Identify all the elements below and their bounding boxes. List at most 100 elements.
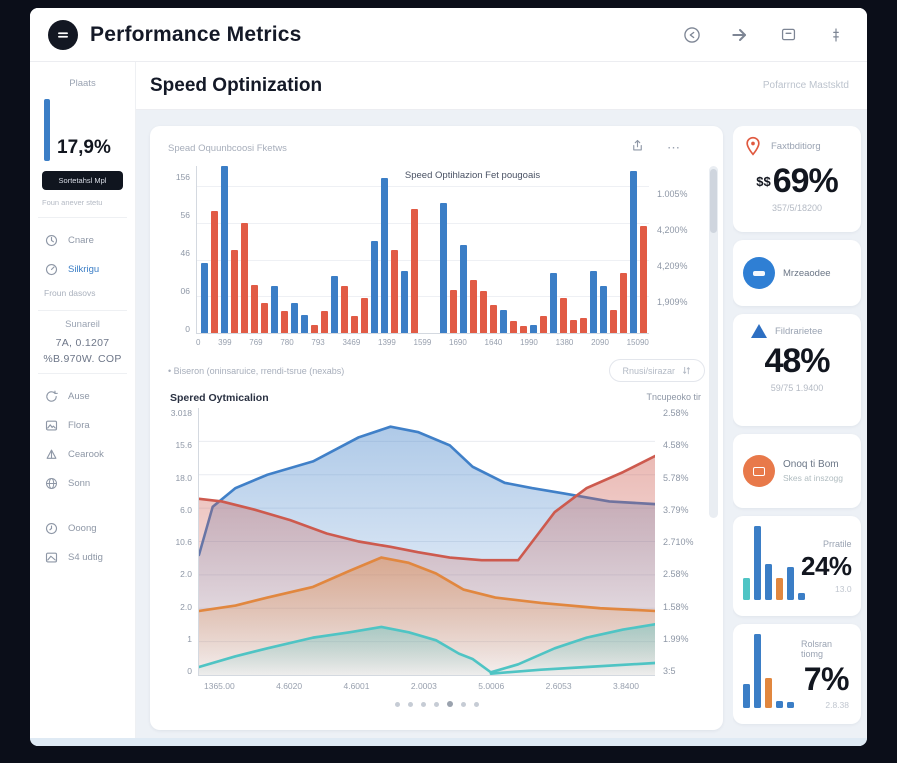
tick-label: 1990 <box>520 338 538 347</box>
bar <box>440 202 447 333</box>
tick-label: 2.0003 <box>410 681 437 691</box>
divider <box>38 217 127 218</box>
clock-icon <box>45 234 58 247</box>
teal-trend-area <box>199 624 655 675</box>
bar <box>510 321 517 333</box>
sidebar-item-s4udtig[interactable]: S4 udtig <box>38 543 127 572</box>
bar <box>331 276 338 333</box>
tick-label: 3.8400 <box>612 681 639 691</box>
divider <box>38 310 127 311</box>
summary-line2: %B.970W. COP <box>43 353 122 365</box>
card-sub: 2.8.38 <box>825 699 849 710</box>
bar <box>590 271 597 333</box>
tick-label: 4.6020 <box>276 681 303 691</box>
bar <box>281 311 288 333</box>
tick-label: 156 <box>175 172 190 182</box>
panel-icon[interactable] <box>777 24 799 46</box>
pin-icon <box>746 136 760 156</box>
tick-label: 1640 <box>484 338 503 347</box>
tick-label: 4.58% <box>663 440 689 451</box>
stat-bar <box>44 99 50 161</box>
tick-label: 15090 <box>626 338 649 347</box>
page-title: Speed Optinization <box>150 74 323 96</box>
bar-chart-bars <box>201 166 647 333</box>
card-label: Fildrarietee <box>775 325 823 337</box>
tick-label: 0 <box>185 324 190 334</box>
app-header: Performance Metrics <box>30 8 867 62</box>
prism-icon <box>46 449 57 459</box>
sidebar-item-ause[interactable]: Ause <box>38 382 127 411</box>
share-icon[interactable] <box>630 138 645 158</box>
pagination-dot[interactable] <box>433 701 439 707</box>
tick-label: 2.710% <box>663 537 694 547</box>
sidebar-item-label: S4 udtig <box>68 552 103 563</box>
app-logo-menu-icon[interactable] <box>48 19 78 50</box>
badge-card-mrzeaodee[interactable]: Mrzeaodee <box>733 240 861 306</box>
scrollbar-thumb[interactable] <box>710 169 717 233</box>
sidebar-item-label: Cearook <box>68 449 104 460</box>
tick-label: 06 <box>180 286 190 296</box>
tick-label: 399 <box>218 338 232 347</box>
bar <box>570 319 577 333</box>
stat-card-fax[interactable]: Faxtbditiorg $$ 69% 357/5/18200 <box>733 126 861 232</box>
sidebar-item-silkrigu[interactable]: Silkrigu <box>38 255 127 284</box>
sidebar-item-cnare[interactable]: Cnare <box>38 226 127 255</box>
bar <box>500 309 507 333</box>
filter-button-label: Rnusi/sirazar <box>622 365 675 376</box>
badge-card-onoq[interactable]: Onoq ti Bom Skes at inszogg <box>733 434 861 508</box>
mini-bar <box>787 702 794 708</box>
more-icon[interactable]: ⋯ <box>667 140 681 155</box>
bar <box>520 326 527 333</box>
tick-label: 4,209% <box>657 261 688 271</box>
tick-label: 2.58% <box>663 408 689 418</box>
mini-bar <box>743 577 750 600</box>
sidebar-item-ooong[interactable]: Ooong <box>38 514 127 543</box>
filter-button[interactable]: Rnusi/sirazar <box>609 359 705 382</box>
bar <box>470 279 477 333</box>
tick-label: 0 <box>196 338 201 347</box>
sidebar-item-flora[interactable]: Flora <box>38 411 127 440</box>
pagination-dot[interactable] <box>420 701 426 707</box>
area-svg <box>199 425 655 675</box>
sidebar-item-label: Ooong <box>68 523 97 534</box>
pagination-dot[interactable] <box>460 701 466 707</box>
pagination-dot[interactable] <box>446 701 453 707</box>
sidebar-item-sonn[interactable]: Sonn <box>38 469 127 498</box>
bar <box>361 297 368 333</box>
tick-label: 780 <box>280 338 294 347</box>
arrow-right-icon[interactable] <box>729 24 751 46</box>
bar-chart-title: Speed Optihlazion Fet pougoais <box>404 170 541 181</box>
pagination-dot[interactable] <box>407 701 413 707</box>
image-icon <box>45 420 58 431</box>
minibar-card-prratile[interactable]: Prratile 24% 13.0 <box>733 516 861 616</box>
scrollbar-track[interactable] <box>709 166 718 518</box>
sidebar-item-cearook[interactable]: Cearook <box>38 440 127 469</box>
tick-label: 1690 <box>449 338 467 347</box>
tick-label: 5.78% <box>663 472 689 483</box>
bar <box>231 249 238 333</box>
sidebar-dark-button[interactable]: Sortetahsl Mpl <box>41 171 124 190</box>
pagination-dot[interactable] <box>473 701 479 707</box>
triangle-icon <box>751 324 767 338</box>
left-sidebar: Plaats 17,9% Sortetahsl Mpl Foun anever … <box>30 62 136 738</box>
summary-line1: 7A, 0.1207 <box>55 337 110 349</box>
mini-bar-chart <box>743 634 795 714</box>
minibar-card-rolsran[interactable]: Rolsran tiomg 7% 2.8.38 <box>733 624 861 724</box>
bar <box>201 262 208 333</box>
slider-icon[interactable] <box>825 24 847 46</box>
bar <box>351 316 358 333</box>
tick-label: 2090 <box>591 338 609 347</box>
sidebar-stat-label: Plaats <box>69 78 96 89</box>
bar-x-ticks: 0 399 769 780 793 3469 1399 1599 1690 1640 1990 138… <box>164 334 709 347</box>
tick-label: 3.79% <box>663 504 689 515</box>
sidebar-nav-caption: Froun dasovs <box>44 288 96 298</box>
stat-card-fildrarietee[interactable]: Fildrarietee 48% 59/75 1.9400 <box>733 314 861 426</box>
circled-arrow-icon[interactable] <box>681 24 703 46</box>
tick-label: 2.58% <box>663 569 689 580</box>
bar <box>460 244 467 333</box>
tick-label: 1 <box>187 633 192 644</box>
sidebar-item-label: Sonn <box>68 478 91 489</box>
right-panel: Faxtbditiorg $$ 69% 357/5/18200 Mrzeaode… <box>733 126 863 730</box>
pagination-dot[interactable] <box>394 701 400 707</box>
bar <box>371 241 378 333</box>
